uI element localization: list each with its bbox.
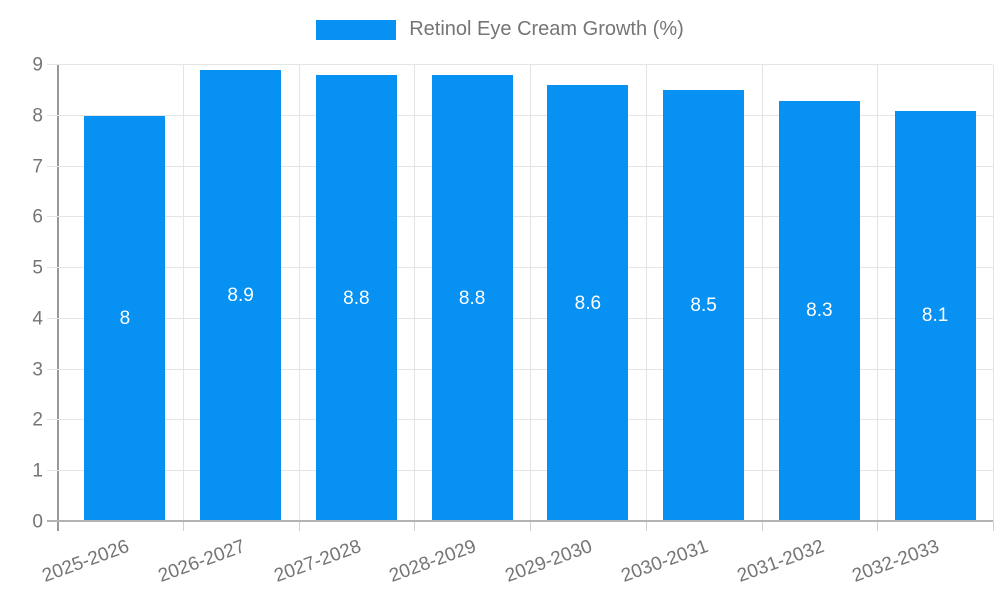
x-axis-tick-mark xyxy=(298,522,300,531)
plot-area: 0 1 2 3 4 5 6 7 8 9 8 8.9 8.8 8.8 8.6 8.5 8.3 8.1 2025-202… xyxy=(32,56,994,587)
bar-value-label: 8.6 xyxy=(574,292,602,314)
x-axis-baseline xyxy=(47,520,993,522)
vertical-gridline xyxy=(414,65,416,522)
y-axis-tick-label: 9 xyxy=(32,54,43,76)
horizontal-gridline xyxy=(47,317,993,319)
x-axis-tick-mark xyxy=(645,522,647,531)
x-axis-tick-mark xyxy=(761,522,763,531)
bar-value-label: 8.3 xyxy=(806,300,833,322)
y-axis-tick-label: 7 xyxy=(32,156,43,178)
vertical-gridline xyxy=(877,65,879,522)
y-axis-tick-label: 3 xyxy=(32,359,43,381)
chart-legend: Retinol Eye Cream Growth (%) xyxy=(0,18,1000,41)
y-axis-tick-label: 5 xyxy=(32,257,43,279)
y-axis-tick-label: 1 xyxy=(32,460,43,482)
bar: 8.8 xyxy=(431,75,513,522)
horizontal-gridline xyxy=(47,165,993,167)
x-axis-tick-mark xyxy=(182,522,184,531)
vertical-gridline xyxy=(645,65,647,522)
legend-label: Retinol Eye Cream Growth (%) xyxy=(409,18,684,40)
bar-value-label: 8.1 xyxy=(921,305,949,327)
y-axis-tick-label: 8 xyxy=(32,105,43,127)
horizontal-gridline xyxy=(47,114,993,116)
x-axis-tick-mark xyxy=(877,522,879,531)
horizontal-gridline xyxy=(47,419,993,421)
x-axis-tick-mark xyxy=(993,522,994,531)
x-axis-tick-label: 2025-2026 xyxy=(39,536,133,587)
x-axis-tick-label: 2027-2028 xyxy=(270,536,364,587)
x-axis-tick-label: 2032-2033 xyxy=(849,536,943,587)
x-axis-tick-mark xyxy=(414,522,416,531)
bar-value-label: 8 xyxy=(119,307,131,329)
x-axis-tick-mark xyxy=(530,522,531,531)
bar: 8.9 xyxy=(200,70,282,522)
bar: 8.5 xyxy=(663,90,745,522)
x-axis-tick-label: 2028-2029 xyxy=(386,536,480,587)
x-axis-tick-label: 2029-2030 xyxy=(502,536,596,587)
vertical-gridline xyxy=(530,65,531,522)
vertical-gridline xyxy=(761,65,763,522)
y-axis-line xyxy=(57,65,59,531)
bar-value-label: 8.8 xyxy=(458,287,486,309)
x-axis-tick-label: 2026-2027 xyxy=(155,536,248,587)
bar-value-label: 8.9 xyxy=(227,285,254,307)
legend-color-swatch xyxy=(316,19,397,40)
horizontal-gridline xyxy=(47,64,993,65)
bar-value-label: 8.8 xyxy=(343,287,370,309)
bar: 8.8 xyxy=(315,75,397,522)
y-axis-tick-label: 0 xyxy=(32,511,43,533)
x-axis-tick-label: 2030-2031 xyxy=(618,536,711,587)
bar: 8 xyxy=(84,115,166,522)
y-axis-tick-label: 6 xyxy=(32,206,43,228)
bar: 8.3 xyxy=(778,100,860,522)
horizontal-gridline xyxy=(47,267,993,269)
vertical-gridline xyxy=(182,65,184,522)
horizontal-gridline xyxy=(47,470,993,472)
bar-value-label: 8.5 xyxy=(690,295,717,317)
vertical-gridline xyxy=(993,65,994,522)
bar: 8.1 xyxy=(894,110,976,522)
y-axis-tick-label: 4 xyxy=(32,308,43,330)
bar: 8.6 xyxy=(547,85,629,522)
x-axis-tick-label: 2031-2032 xyxy=(733,536,827,587)
vertical-gridline xyxy=(298,65,300,522)
y-axis-tick-label: 2 xyxy=(32,409,43,431)
horizontal-gridline xyxy=(47,216,993,218)
horizontal-gridline xyxy=(47,368,993,370)
